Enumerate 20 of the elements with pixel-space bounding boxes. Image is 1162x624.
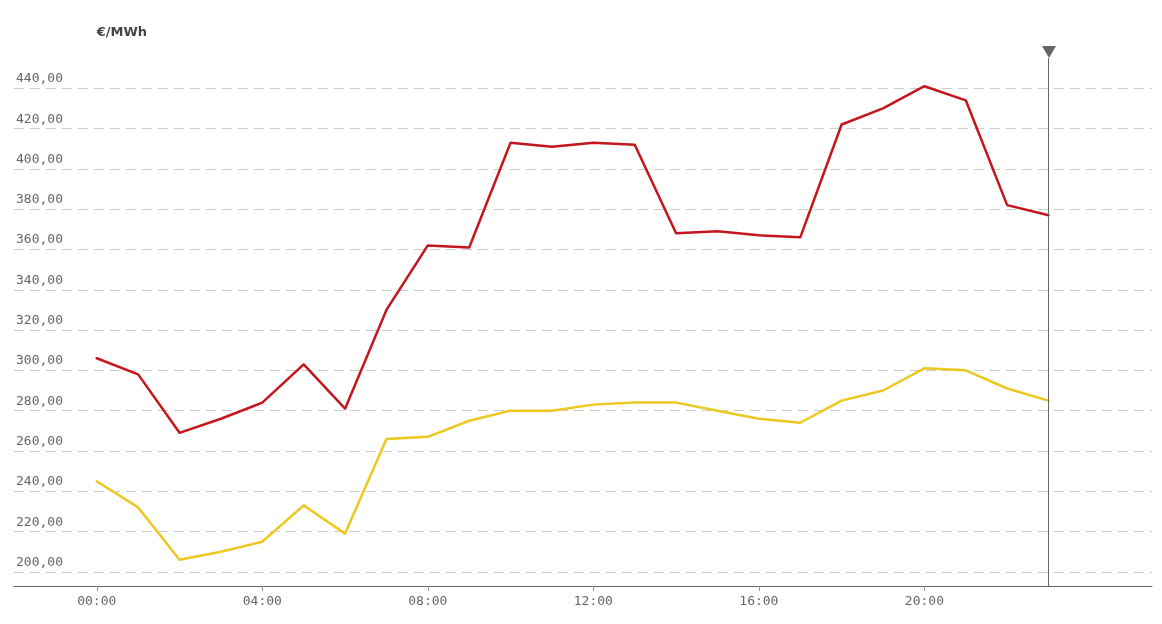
y-tick-label: 240,00 bbox=[16, 473, 63, 489]
y-axis-title: €/MWh bbox=[95, 24, 148, 39]
y-tick-label: 440,00 bbox=[16, 70, 63, 86]
y-tick-label: 280,00 bbox=[16, 392, 63, 408]
x-tick-label: 08:00 bbox=[408, 593, 448, 608]
y-tick-label: 320,00 bbox=[16, 312, 63, 328]
y-tick-label: 420,00 bbox=[16, 110, 63, 126]
y-tick-label: 360,00 bbox=[16, 231, 63, 247]
y-tick-label: 300,00 bbox=[16, 352, 63, 368]
y-tick-label: 340,00 bbox=[16, 271, 63, 287]
x-tick-label: 16:00 bbox=[739, 593, 779, 608]
y-tick-label: 400,00 bbox=[16, 150, 63, 166]
y-tick-label: 380,00 bbox=[16, 191, 63, 207]
x-tick-label: 00:00 bbox=[77, 593, 117, 608]
x-tick-label: 04:00 bbox=[242, 593, 282, 608]
y-tick-label: 220,00 bbox=[16, 513, 63, 529]
x-tick-label: 20:00 bbox=[904, 593, 944, 608]
x-tick-label: 12:00 bbox=[573, 593, 613, 608]
y-tick-label: 200,00 bbox=[16, 553, 63, 569]
y-tick-label: 260,00 bbox=[16, 432, 63, 448]
